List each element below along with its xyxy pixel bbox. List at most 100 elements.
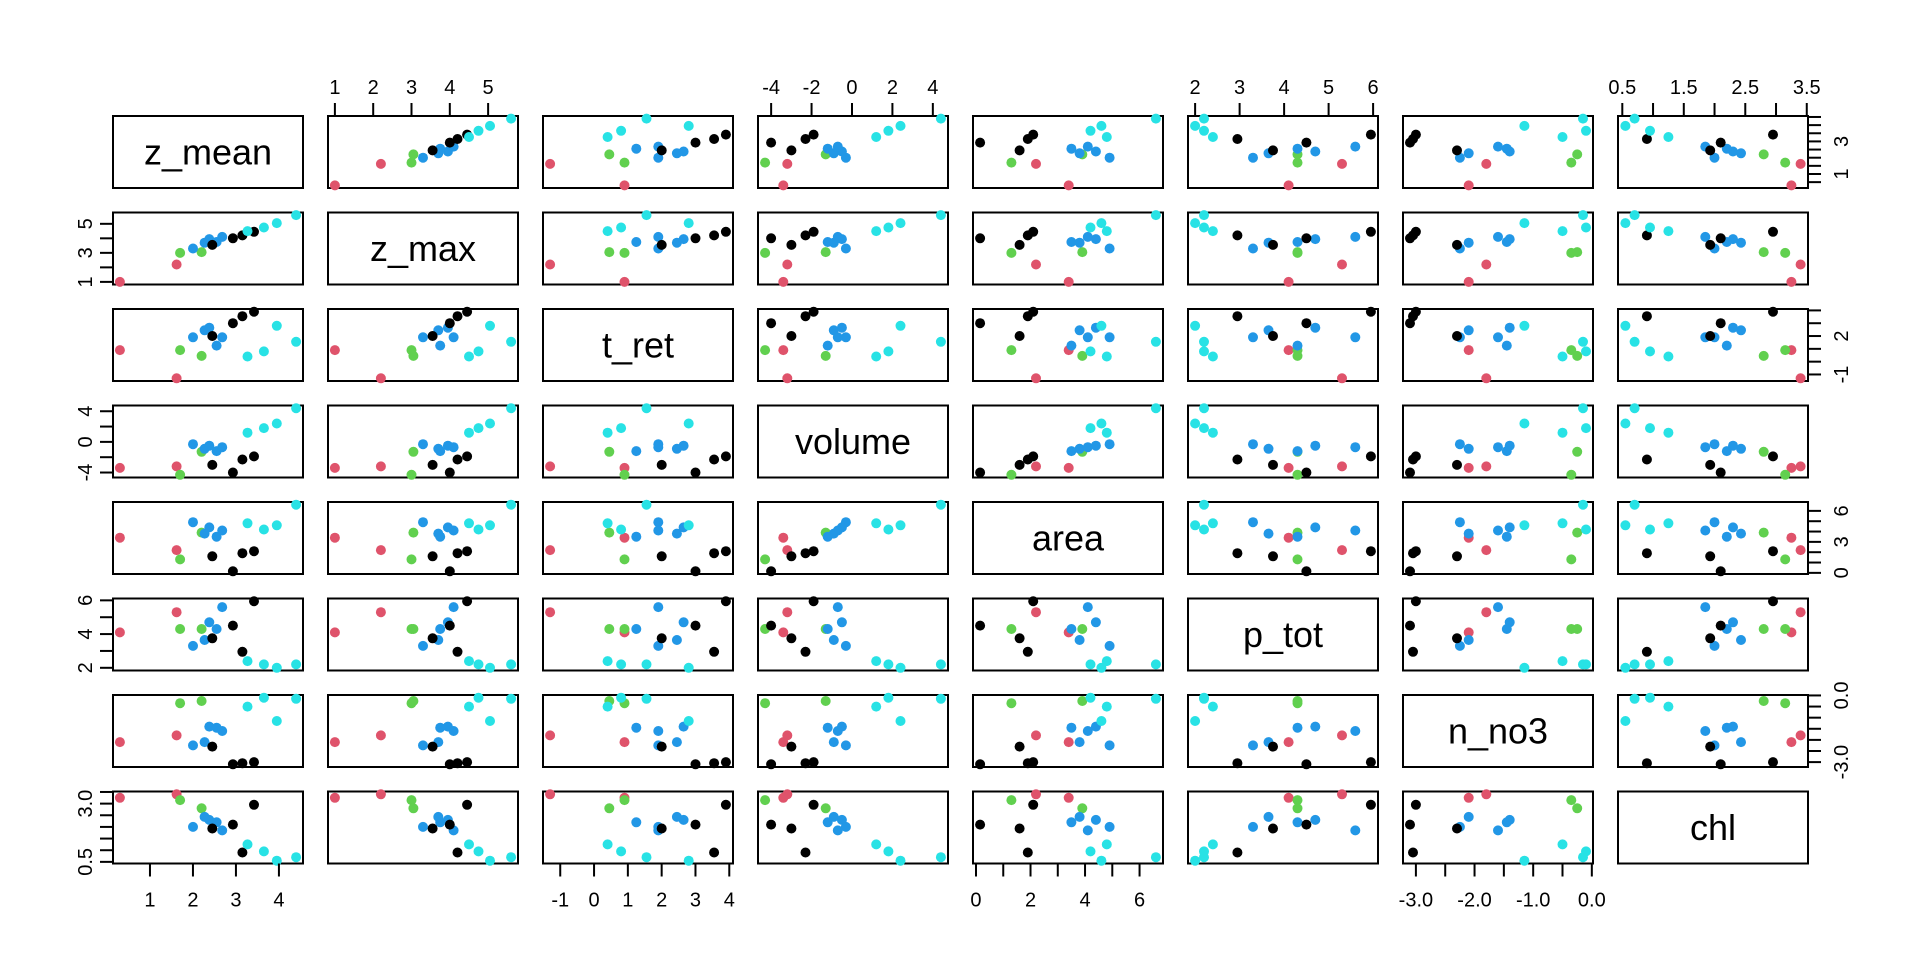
panel-box (972, 211, 1164, 286)
panel-box (327, 597, 519, 672)
data-point-cyan (1085, 659, 1096, 670)
data-point-black (1028, 129, 1039, 140)
data-point-cyan (291, 659, 302, 670)
data-point-blue (217, 231, 228, 242)
data-point-red (1031, 373, 1041, 384)
data-point-blue (1493, 231, 1503, 242)
data-point-blue (1736, 635, 1746, 645)
data-point-red (1283, 276, 1294, 287)
data-point-cyan (473, 846, 484, 857)
data-point-blue (631, 237, 642, 247)
data-point-black (709, 847, 720, 858)
data-point-black (1705, 331, 1716, 341)
data-point-black (709, 646, 720, 657)
panel-box (542, 597, 734, 672)
data-point-green (406, 469, 417, 480)
data-point-black (1232, 230, 1243, 241)
data-point-blue (448, 726, 459, 736)
data-point-cyan (1101, 701, 1112, 712)
data-point-cyan (1199, 423, 1209, 434)
data-point-red (375, 730, 386, 741)
data-point-blue (653, 525, 664, 536)
data-point-red (114, 532, 125, 543)
data-point-red (1463, 462, 1474, 473)
axis-top-p_tot: 2 3 4 5 6 (1190, 77, 1379, 116)
data-point-blue (653, 442, 664, 453)
data-point-black (766, 318, 777, 329)
data-point-blue (1292, 531, 1303, 542)
data-point-blue (435, 446, 446, 457)
data-point-black (656, 741, 667, 752)
data-point-blue (1350, 825, 1361, 836)
data-point-black (462, 799, 473, 810)
data-point-blue (199, 635, 210, 645)
panel-volume-vs-z_mean (112, 403, 304, 480)
data-point-cyan (1578, 852, 1588, 863)
data-point-black (808, 596, 819, 607)
panel-volume-vs-z_max (327, 403, 519, 480)
data-point-blue (1493, 332, 1503, 343)
data-point-cyan (683, 662, 694, 673)
data-point-black (444, 318, 455, 329)
panel-box (542, 404, 734, 479)
data-point-blue (418, 332, 428, 343)
data-point-blue (188, 640, 198, 651)
panel-p_tot-vs-t_ret (542, 596, 734, 673)
data-point-black (1405, 819, 1415, 830)
data-point-blue (1082, 442, 1093, 453)
panel-t_ret-vs-z_mean (112, 306, 304, 384)
data-point-black (1301, 233, 1312, 244)
data-point-cyan (1620, 520, 1631, 531)
data-point-cyan (464, 839, 474, 850)
data-point-green (1292, 247, 1303, 258)
panel-z_mean-vs-area (972, 113, 1164, 191)
panel-box (542, 211, 734, 286)
data-point-black (452, 646, 463, 657)
data-point-green (175, 247, 186, 258)
panel-z_mean-vs-n_no3 (1402, 113, 1594, 191)
data-point-red (1786, 180, 1797, 191)
data-point-cyan (1663, 656, 1674, 667)
data-point-green (1758, 350, 1769, 361)
data-point-cyan (1629, 499, 1640, 510)
data-point-black (227, 233, 238, 244)
panel-box (1187, 501, 1379, 575)
axis-tick-label: 0 (970, 890, 981, 912)
axis-tick-label: 2 (368, 77, 379, 99)
data-point-cyan (464, 427, 474, 438)
data-point-cyan (1629, 693, 1640, 704)
data-point-blue (188, 821, 198, 832)
data-point-red (1063, 180, 1074, 191)
data-point-cyan (1581, 524, 1591, 535)
data-point-cyan (1190, 418, 1201, 429)
data-point-cyan (616, 846, 627, 857)
axis-tick-label: 6 (1831, 505, 1853, 516)
data-point-cyan (258, 346, 269, 357)
data-point-red (375, 789, 386, 800)
data-point-blue (1709, 439, 1720, 450)
data-point-blue (1090, 814, 1101, 825)
data-point-green (196, 696, 207, 706)
data-point-black (1232, 548, 1243, 559)
data-point-red (1463, 276, 1474, 287)
axis-tick-label: 1 (329, 77, 340, 99)
data-point-black (462, 757, 473, 768)
data-point-blue (1350, 332, 1361, 343)
data-point-red (329, 532, 340, 543)
data-point-black (720, 757, 731, 768)
data-point-cyan (1199, 852, 1209, 863)
data-point-black (1410, 451, 1421, 462)
data-point-blue (822, 722, 833, 733)
data-point-green (1758, 446, 1769, 457)
axis-tick-label: 1.5 (1670, 77, 1698, 99)
data-point-cyan (602, 701, 613, 712)
data-point-red (619, 737, 630, 748)
data-point-green (175, 345, 186, 356)
data-point-blue (188, 517, 198, 528)
axis-tick-label: -1 (551, 890, 569, 912)
data-point-black (690, 137, 701, 148)
axis-tick-label: 5 (75, 218, 97, 229)
data-point-cyan (1581, 125, 1591, 136)
axis-bottom-n_no3: -3.0 -2.0 -1.0 0.0 (1399, 863, 1606, 912)
data-point-blue (1463, 811, 1474, 822)
